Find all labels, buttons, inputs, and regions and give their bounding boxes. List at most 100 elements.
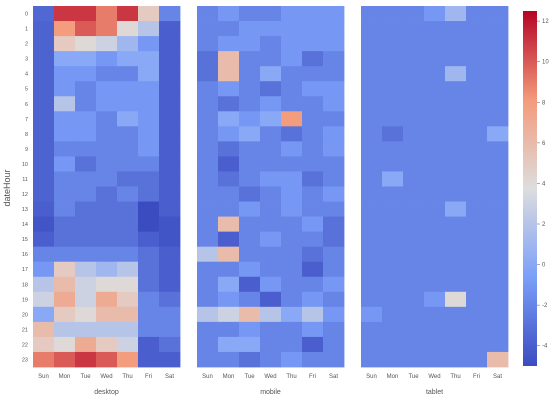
heatmap-cell [54, 6, 76, 22]
heatmap-cell [218, 216, 240, 233]
heatmap-cell [33, 186, 55, 202]
heatmap-cell [218, 261, 240, 278]
heatmap-cell [96, 186, 118, 202]
heatmap-cell [117, 291, 139, 308]
heatmap-cell [138, 186, 160, 202]
heatmap-cell [239, 261, 261, 278]
heatmap-cell [403, 171, 425, 187]
heatmap-cell [197, 51, 219, 67]
heatmap-cell [361, 96, 383, 112]
x-tick-label: Sun [38, 374, 49, 380]
heatmap-cell [281, 246, 303, 263]
heatmap-cell [445, 81, 467, 97]
heatmap-cell [239, 141, 261, 157]
heatmap-cell [403, 156, 425, 172]
heatmap-cell [138, 21, 160, 37]
heatmap-cell [281, 276, 303, 293]
heatmap-cell [54, 171, 76, 187]
heatmap-cell [281, 216, 303, 233]
panel-label: mobile [260, 389, 281, 396]
heatmap-cell [403, 36, 425, 52]
heatmap-cell [323, 81, 345, 97]
heatmap-cell [75, 171, 97, 187]
heatmap-cell [159, 231, 181, 248]
heatmap-cell [75, 321, 97, 338]
heatmap-cell [382, 186, 404, 202]
heatmap-cell [96, 171, 118, 187]
heatmap-cell [403, 126, 425, 142]
heatmap-cell [487, 126, 509, 142]
heatmap-cell [75, 96, 97, 112]
heatmap-cell [382, 51, 404, 67]
heatmap-cell [281, 261, 303, 278]
heatmap-cell [33, 141, 55, 157]
heatmap-cell [487, 96, 509, 112]
colorbar: -4 -2 0 2 4 6 8 10 12 [523, 11, 549, 366]
heatmap-cell [197, 351, 219, 368]
y-tick-label: 10 [22, 162, 28, 168]
heatmap-cell [466, 306, 488, 323]
heatmap-cell [302, 171, 324, 187]
colorbar-tick-label: 10 [542, 60, 549, 66]
heatmap-cell [260, 81, 282, 97]
heatmap-cell [466, 21, 488, 37]
heatmap-cell [424, 81, 446, 97]
heatmap-cell [466, 141, 488, 157]
heatmap-cell [424, 246, 446, 263]
heatmap-cell [323, 246, 345, 263]
heatmap-cell [54, 141, 76, 157]
heatmap-cell [403, 336, 425, 353]
heatmap-cell [138, 66, 160, 82]
heatmap-cell [159, 6, 181, 22]
heatmap-cell [382, 36, 404, 52]
heatmap-cell [323, 291, 345, 308]
heatmap-cell [382, 81, 404, 97]
heatmap-cell [159, 171, 181, 187]
heatmap-cell [239, 351, 261, 368]
heatmap-cell [75, 246, 97, 263]
y-tick-label: 17 [22, 267, 28, 273]
heatmap-cell [197, 291, 219, 308]
heatmap-cell [445, 6, 467, 22]
heatmap-cell [487, 201, 509, 217]
y-tick-label: 14 [22, 222, 28, 228]
heatmap-cell [323, 351, 345, 368]
heatmap-cell [159, 156, 181, 172]
heatmap-cell [197, 321, 219, 338]
heatmap-cell [96, 51, 118, 67]
heatmap-cell [281, 291, 303, 308]
colorbar-tick-label: 0 [542, 263, 546, 269]
heatmap-cell [403, 141, 425, 157]
heatmap-cell [54, 126, 76, 142]
heatmap-cell [260, 111, 282, 127]
heatmap-cell [33, 261, 55, 278]
heatmap-cell [323, 276, 345, 293]
heatmap-cell [403, 21, 425, 37]
heatmap-cell [218, 36, 240, 52]
heatmap-cell [403, 231, 425, 248]
heatmap-cell [487, 36, 509, 52]
heatmap-cell [239, 6, 261, 22]
heatmap-cell [239, 246, 261, 263]
heatmap-cell [487, 141, 509, 157]
heatmap-cell [445, 246, 467, 263]
heatmap-cell [281, 171, 303, 187]
heatmap-cell [218, 336, 240, 353]
heatmap-cell [403, 351, 425, 368]
heatmap-cell [33, 36, 55, 52]
heatmap-cell [361, 66, 383, 82]
heatmap-cell [138, 126, 160, 142]
heatmap-cell [382, 201, 404, 217]
heatmap-cell [487, 6, 509, 22]
heatmap-cell [75, 336, 97, 353]
heatmap-cell [260, 216, 282, 233]
heatmap-cell [197, 216, 219, 233]
heatmap-cell [424, 216, 446, 233]
heatmap-cell [323, 6, 345, 22]
heatmap-cell [159, 51, 181, 67]
y-tick-label: 1 [25, 27, 28, 33]
heatmap-cell [96, 261, 118, 278]
heatmap-cell [197, 336, 219, 353]
heatmap-cell [239, 81, 261, 97]
